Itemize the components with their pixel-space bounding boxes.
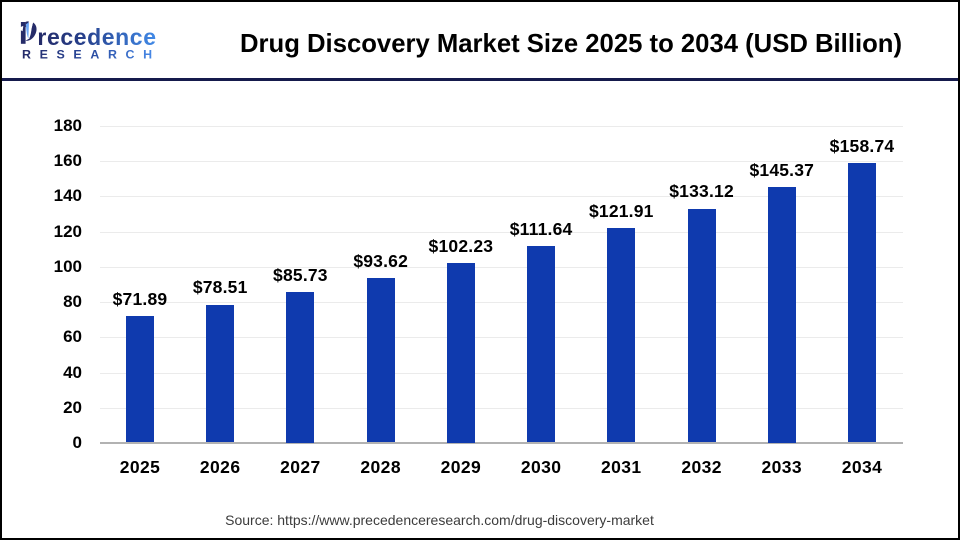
- svg-text:recedence: recedence: [37, 24, 156, 50]
- svg-text:RESEARCH: RESEARCH: [22, 48, 161, 62]
